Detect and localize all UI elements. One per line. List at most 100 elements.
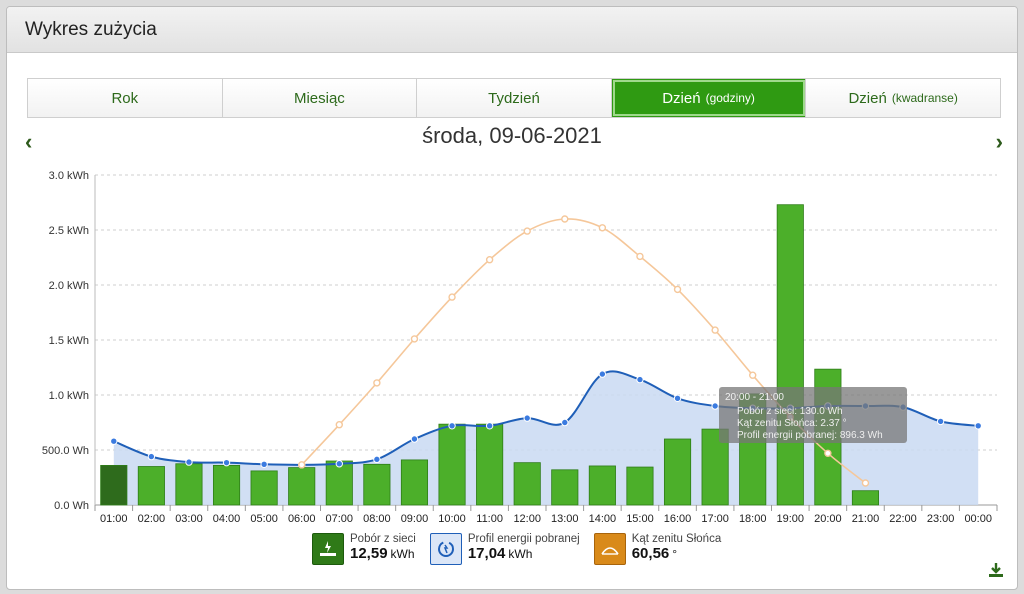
- period-tabs: Rok Miesiąc Tydzień Dzień (godziny) Dzień…: [27, 78, 1001, 118]
- legend-label: Kąt zenitu Słońca: [631, 533, 722, 545]
- profile-point: [448, 422, 456, 430]
- bar: [325, 460, 353, 506]
- profile-point: [260, 460, 268, 468]
- sun-point: [410, 335, 419, 343]
- sun-point: [485, 255, 494, 264]
- x-tick-label: 11:00: [476, 513, 503, 525]
- x-tick-label: 20:00: [814, 513, 842, 525]
- profile-point: [110, 437, 118, 445]
- x-tick-label: 10:00: [438, 513, 466, 525]
- x-tick-label: 02:00: [138, 513, 166, 525]
- profile-point: [335, 460, 343, 468]
- x-tick-label: 21:00: [852, 513, 880, 525]
- sun-point: [523, 227, 531, 235]
- sun-point: [561, 215, 569, 223]
- profile-point: [561, 418, 569, 427]
- x-tick-label: 18:00: [739, 513, 767, 525]
- legend-label: Profil energii pobranej: [467, 533, 580, 545]
- y-tick-label: 2.0 kWh: [49, 280, 89, 292]
- sun-point: [711, 326, 719, 334]
- tab-sublabel: (godziny): [705, 91, 755, 105]
- profile-point: [636, 375, 644, 384]
- tab-label: Rok: [111, 89, 139, 107]
- tab-month[interactable]: Miesiąc: [222, 79, 418, 117]
- x-tick-label: 00:00: [964, 513, 992, 525]
- bar: [588, 465, 616, 506]
- next-day-icon[interactable]: ›: [995, 129, 1003, 154]
- legend-unit: kWh: [508, 547, 533, 561]
- download-icon[interactable]: [987, 561, 1005, 579]
- tooltip-line: Profil energii pobranej: 896.3 Wh: [737, 430, 883, 441]
- profile-point: [936, 417, 945, 426]
- prev-day-icon[interactable]: ‹: [25, 129, 33, 154]
- legend-item-grid[interactable]: Pobór z sieci 12,59 kWh: [312, 533, 416, 565]
- sun-point: [636, 252, 644, 261]
- bar: [212, 464, 241, 506]
- sun-point: [824, 449, 832, 457]
- legend-unit: °: [672, 547, 678, 561]
- legend-item-sun[interactable]: Kąt zenitu Słońca 60,56 °: [593, 533, 722, 565]
- bar: [626, 466, 654, 506]
- tooltip-title: 20:00 - 21:00: [725, 392, 784, 403]
- bar: [288, 467, 316, 506]
- consumption-chart: 0.0 Wh 500.0 Wh 1.0 kWh 1.5 kWh 2.0 kWh 2.5 k…: [42, 170, 998, 525]
- bar: [663, 438, 692, 506]
- profile-point: [147, 452, 156, 461]
- profile-point: [673, 394, 682, 402]
- profile-point: [185, 458, 193, 466]
- tab-label: Dzień: [662, 89, 701, 107]
- legend-value-number: 17,04: [467, 545, 506, 562]
- panel-title: Wykres zużycia: [25, 19, 157, 40]
- legend-unit: kWh: [390, 547, 415, 561]
- x-tick-label: 19:00: [777, 513, 805, 525]
- x-tick-label: 14:00: [589, 513, 617, 525]
- profile-point: [373, 455, 381, 464]
- tooltip-line: Pobór z sieci: 130.0 Wh: [737, 406, 843, 417]
- x-tick-label: 03:00: [175, 513, 203, 525]
- panel-header: Wykres zużycia: [7, 7, 1017, 53]
- sun-point: [373, 379, 381, 387]
- profile-point: [485, 422, 494, 430]
- tab-day-hours[interactable]: Dzień (godziny): [611, 79, 807, 117]
- y-tick-label: 500.0 Wh: [42, 445, 89, 457]
- tab-day-quarters[interactable]: Dzień (kwadranse): [806, 79, 1000, 117]
- cycle-icon: [429, 533, 462, 565]
- sun-point: [861, 479, 870, 487]
- bar: [400, 459, 429, 506]
- x-tick-label: 22:00: [889, 513, 917, 525]
- x-tick-label: 15:00: [626, 513, 654, 525]
- tab-week[interactable]: Tydzień: [417, 79, 612, 117]
- y-tick-label: 2.5 kWh: [49, 225, 89, 237]
- bar: [250, 470, 278, 506]
- x-tick-label: 13:00: [551, 513, 579, 525]
- bar: [776, 204, 804, 506]
- legend-label: Pobór z sieci: [350, 533, 416, 545]
- bar: [137, 466, 165, 506]
- sun-point: [448, 293, 456, 301]
- x-tick-label: 12:00: [513, 513, 541, 525]
- profile-point: [410, 435, 419, 443]
- bar: [363, 463, 391, 506]
- profile-point: [523, 414, 531, 422]
- x-tick-label: 04:00: [213, 513, 241, 525]
- x-tick-label: 08:00: [363, 513, 391, 525]
- tab-sublabel: (kwadranse): [891, 91, 958, 105]
- y-tick-label: 1.5 kWh: [49, 335, 89, 347]
- tab-label: Miesiąc: [293, 89, 345, 107]
- x-tick-label: 09:00: [401, 513, 429, 525]
- plug-icon: [312, 533, 344, 565]
- bar: [438, 423, 466, 506]
- bar: [513, 462, 541, 506]
- tab-year[interactable]: Rok: [28, 79, 223, 117]
- legend: Pobór z sieci 12,59 kWh Profil energii po…: [312, 533, 721, 565]
- x-tick-label: 07:00: [326, 513, 354, 525]
- legend-item-profile[interactable]: Profil energii pobranej 17,04 kWh: [429, 533, 580, 565]
- sun-point: [335, 421, 343, 429]
- sun-point: [749, 371, 757, 379]
- profile-point: [711, 402, 719, 410]
- tooltip-box: [719, 387, 907, 443]
- legend-value-number: 12,59: [350, 545, 388, 562]
- legend-value: 17,04 kWh: [468, 545, 580, 562]
- x-tick-label: 06:00: [288, 513, 316, 525]
- bar: [851, 490, 880, 506]
